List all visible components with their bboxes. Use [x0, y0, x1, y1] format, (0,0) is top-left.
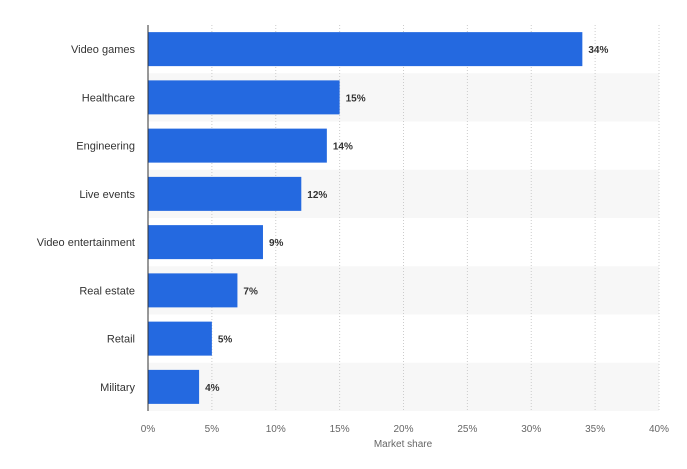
bar — [148, 128, 327, 163]
data-label: 14% — [333, 142, 353, 153]
category-label: Engineering — [76, 141, 135, 153]
bar — [148, 176, 302, 211]
x-tick-label: 10% — [266, 424, 286, 435]
category-label: Retail — [107, 334, 135, 346]
x-tick-label: 30% — [521, 424, 541, 435]
x-tick-label: 15% — [330, 424, 350, 435]
x-tick-label: 0% — [141, 424, 156, 435]
data-label: 34% — [588, 45, 608, 56]
x-tick-label: 20% — [393, 424, 413, 435]
category-label: Real estate — [79, 285, 135, 297]
category-label: Video entertainment — [37, 237, 135, 249]
x-tick-labels: 0% 5% 10% 15% 20% 25% 30% 35% 40% — [141, 424, 669, 435]
data-label: 9% — [269, 238, 284, 249]
x-tick-label: 35% — [585, 424, 605, 435]
category-labels: Video games Healthcare Engineering Live eve… — [37, 44, 136, 394]
category-label: Live events — [79, 189, 135, 201]
bar — [148, 273, 238, 308]
bar — [148, 369, 200, 404]
data-label: 5% — [218, 335, 233, 346]
x-tick-label: 5% — [205, 424, 220, 435]
category-label: Video games — [71, 44, 136, 56]
x-tick-label: 25% — [457, 424, 477, 435]
x-tick-label: 40% — [649, 424, 669, 435]
data-label: 12% — [307, 190, 327, 201]
data-label: 4% — [205, 383, 220, 394]
bars — [148, 32, 583, 404]
x-axis-title: Market share — [374, 439, 433, 450]
bar — [148, 321, 212, 356]
bar — [148, 225, 263, 260]
data-labels: 34% 15% 14% 12% 9% 7% 5% 4% — [205, 45, 608, 394]
data-label: 7% — [243, 286, 258, 297]
bar — [148, 80, 340, 115]
data-label: 15% — [346, 93, 366, 104]
category-label: Military — [100, 382, 135, 394]
bar — [148, 32, 583, 67]
category-label: Healthcare — [82, 92, 135, 104]
